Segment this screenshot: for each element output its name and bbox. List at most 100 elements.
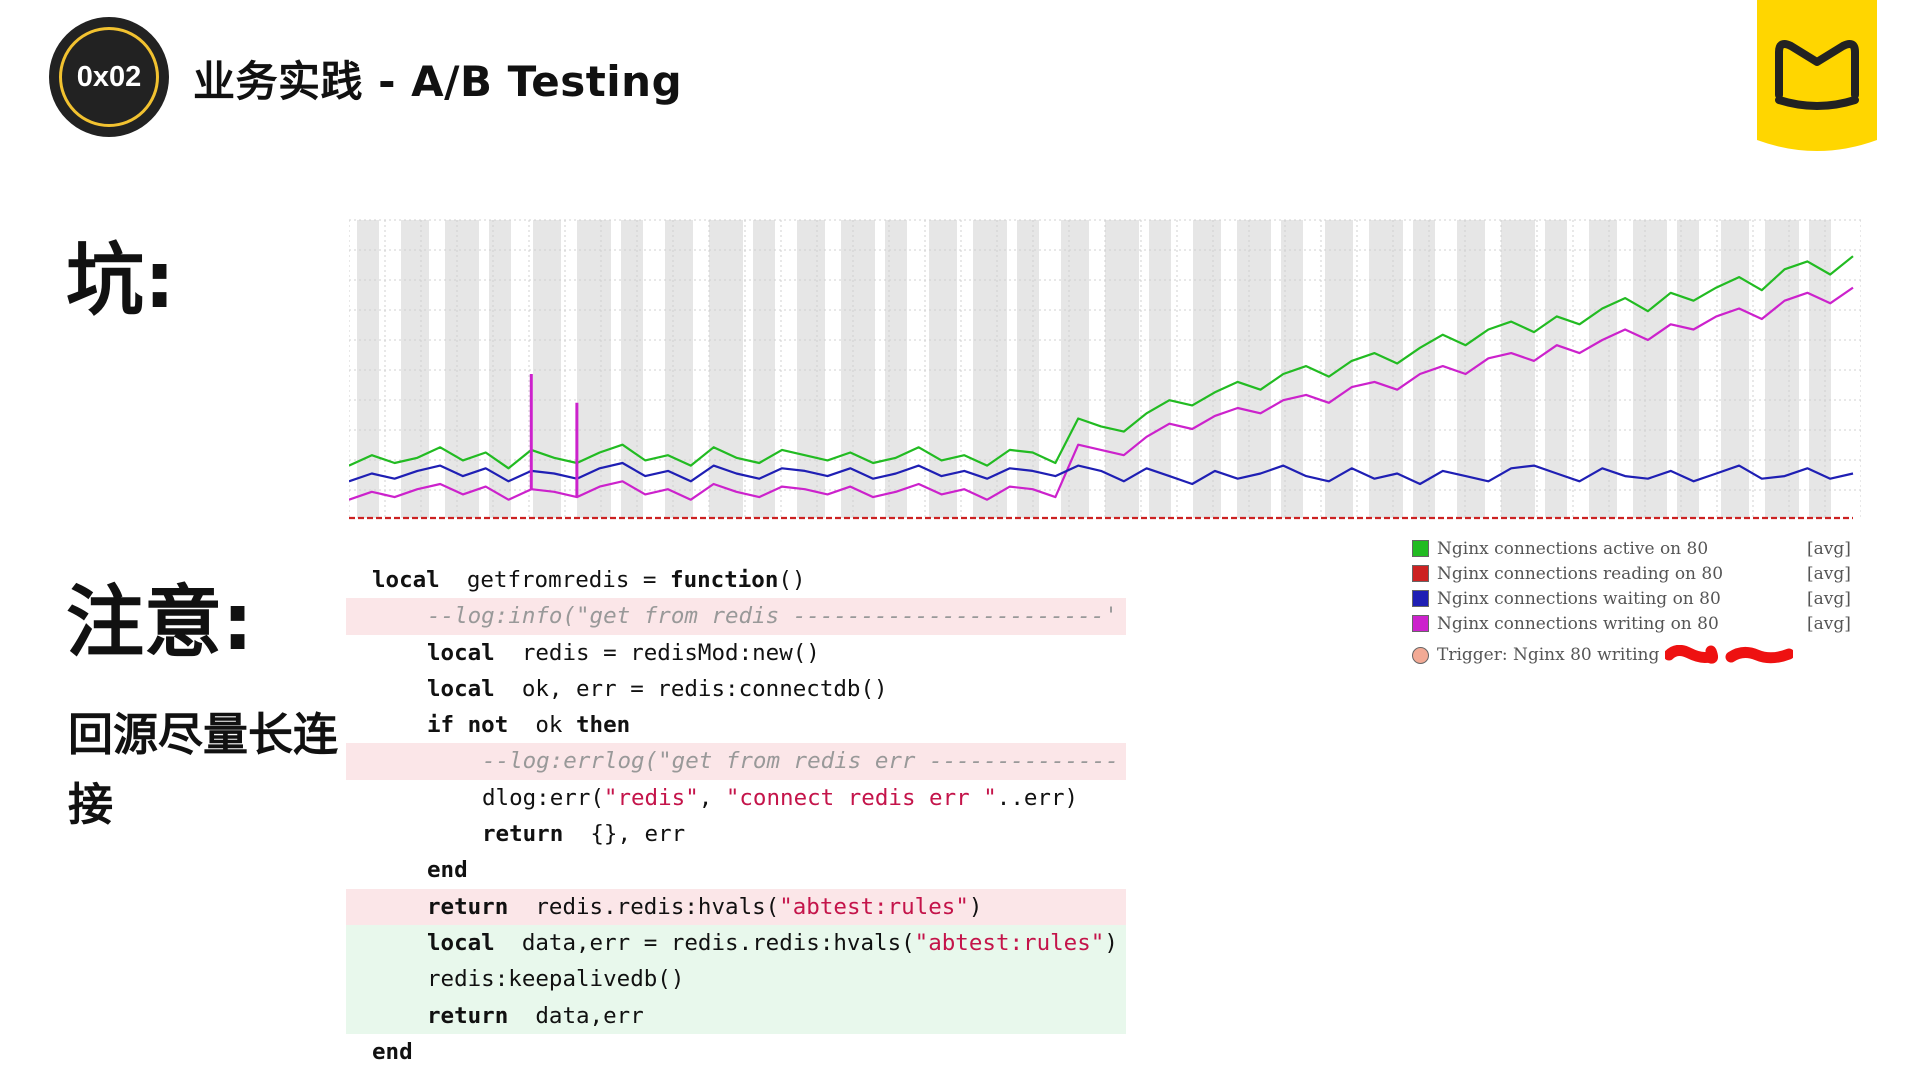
chart-band [1237, 220, 1271, 518]
chart-band [1413, 220, 1435, 518]
trigger-dot-icon [1412, 646, 1429, 664]
slide-title: 业务实践 - A/B Testing [193, 57, 683, 106]
code-line-added: redis:keepalivedb() [346, 961, 1126, 998]
code-keyword: end [372, 1038, 413, 1065]
chart-band [577, 220, 611, 518]
legend-aggregate: [avg] [1807, 588, 1851, 609]
code-keyword: then [576, 712, 631, 739]
chart-band [489, 220, 511, 518]
note-heading: 注意: [66, 578, 254, 668]
series-line-3 [349, 286, 1854, 501]
legend-aggregate: [avg] [1807, 613, 1851, 634]
series-line-2 [349, 461, 1854, 486]
code-line-added: local data,err = redis.redis:hvals("abte… [346, 924, 1126, 962]
code-text: data,err [508, 1002, 644, 1029]
code-text: redis = redisMod:new() [494, 639, 820, 666]
legend-item: Nginx connections reading on 80 [avg] [1412, 561, 1851, 586]
note-text: 回源尽量长连接 [68, 708, 339, 831]
code-line-context: end [346, 1034, 1126, 1070]
section-badge: 0x02 [49, 17, 169, 137]
code-keyword: return [482, 821, 564, 848]
chart-band [1765, 220, 1799, 518]
chart-band [1809, 220, 1831, 518]
code-line-context: local redis = redisMod:new() [346, 635, 1126, 671]
code-diff-block: local getfromredis = function() --log:inf… [346, 562, 1126, 1070]
code-line-removed: --log:info("get from redis -------------… [346, 598, 1126, 635]
legend-swatch [1412, 615, 1429, 632]
chart-band [973, 220, 1007, 518]
code-string: "abtest:rules" [779, 893, 969, 920]
code-text: getfromredis = [439, 567, 671, 593]
chart-band [1193, 220, 1221, 518]
code-keyword: local [372, 567, 440, 593]
legend-aggregate: [avg] [1807, 538, 1851, 559]
code-string: "connect redis err " [725, 784, 997, 811]
legend-item: Nginx connections waiting on 80 [avg] [1412, 586, 1851, 611]
redaction-scribble [1665, 645, 1794, 664]
chart-band [1281, 220, 1303, 518]
code-line-context: local getfromredis = function() [346, 562, 1126, 598]
code-text: dlog:err( [482, 784, 604, 811]
chart-band [621, 220, 643, 518]
brand-logo-icon [1757, 0, 1877, 151]
chart-band [665, 220, 693, 518]
chart-band [753, 220, 775, 518]
legend-swatch [1412, 565, 1429, 582]
code-keyword: local [427, 929, 495, 956]
code-keyword: local [427, 675, 495, 702]
code-line-context: local ok, err = redis:connectdb() [346, 671, 1126, 707]
code-string: "abtest:rules" [914, 929, 1105, 956]
code-text: () [778, 567, 806, 593]
chart-band [1061, 220, 1089, 518]
chart-band [841, 220, 875, 518]
chart-band [533, 220, 561, 518]
code-text: ok, err = redis:connectdb() [494, 675, 888, 702]
chart-band [885, 220, 907, 518]
series-line-0 [349, 255, 1854, 470]
trigger-label: Trigger: Nginx 80 writing [1437, 645, 1660, 665]
legend-aggregate: [avg] [1807, 563, 1851, 584]
code-keyword: end [427, 857, 468, 884]
legend-label: Nginx connections reading on 80 [1437, 563, 1724, 584]
pitfall-heading: 坑: [66, 236, 176, 326]
chart-band [1017, 220, 1039, 518]
section-badge-label: 0x02 [59, 27, 159, 127]
code-text: redis.redis:hvals( [508, 893, 780, 920]
chart-band [709, 220, 743, 518]
chart-band [357, 220, 379, 518]
code-keyword: if not [427, 712, 509, 739]
code-comment: --log:errlog("get from redis err -------… [482, 748, 1119, 775]
chart-band [1149, 220, 1171, 518]
code-text: ok [508, 712, 577, 739]
code-text: redis:keepalivedb() [427, 966, 685, 993]
code-line-removed: return redis.redis:hvals("abtest:rules") [346, 888, 1126, 925]
legend-label: Nginx connections waiting on 80 [1437, 588, 1721, 609]
code-string: "redis" [603, 784, 699, 811]
code-line-context: end [346, 852, 1126, 888]
code-keyword: function [670, 567, 779, 593]
code-line-removed: --log:errlog("get from redis err -------… [346, 743, 1126, 780]
legend-item: Nginx connections writing on 80 [avg] [1412, 611, 1851, 636]
code-line-context: if not ok then [346, 707, 1126, 743]
chart-band [1633, 220, 1667, 518]
code-keyword: return [427, 893, 509, 920]
trigger-row: Trigger: Nginx 80 writing [1412, 643, 1851, 667]
nginx-connections-chart [349, 219, 1861, 520]
chart-band [1545, 220, 1567, 518]
code-text: ) [1104, 929, 1118, 956]
chart-legend: Nginx connections active on 80 [avg] Nginx… [1412, 536, 1851, 667]
code-keyword: local [427, 639, 495, 666]
chart-band [797, 220, 825, 518]
code-text: {}, err [563, 821, 686, 848]
code-line-added: return data,err [346, 997, 1126, 1034]
code-comment: --log:info("get from redis -------------… [427, 603, 1118, 630]
legend-item: Nginx connections active on 80 [avg] [1412, 536, 1851, 561]
code-text: ..err) [996, 784, 1079, 811]
code-text: data,err = redis.redis:hvals( [494, 929, 915, 956]
legend-swatch [1412, 540, 1429, 557]
legend-swatch [1412, 590, 1429, 607]
chart-band [1369, 220, 1403, 518]
chart-band [1721, 220, 1749, 518]
legend-label: Nginx connections active on 80 [1437, 538, 1709, 559]
chart-band [1105, 220, 1139, 518]
